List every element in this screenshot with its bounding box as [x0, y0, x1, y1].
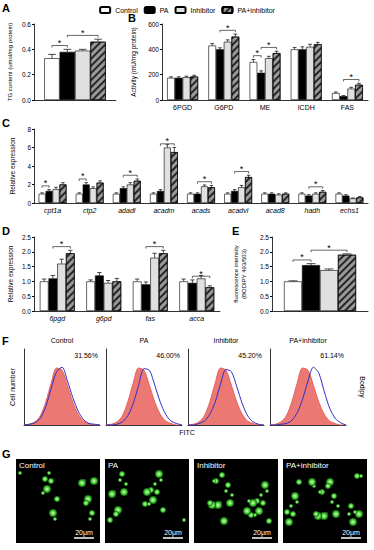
svg-text:0.0: 0.0: [22, 97, 31, 104]
svg-text:*: *: [81, 171, 85, 181]
svg-text:FAS: FAS: [341, 104, 355, 111]
svg-text:*: *: [300, 252, 304, 262]
svg-text:*: *: [166, 136, 170, 146]
svg-text:*: *: [44, 178, 48, 188]
svg-text:*: *: [199, 269, 203, 279]
svg-text:PA: PA: [140, 337, 149, 344]
svg-text:400: 400: [148, 46, 159, 53]
svg-text:acads: acads: [192, 207, 211, 214]
svg-text:*: *: [226, 23, 230, 33]
svg-text:PA+inhibitor: PA+inhibitor: [237, 7, 275, 14]
svg-text:echs1: echs1: [340, 207, 359, 214]
svg-text:6pgd: 6pgd: [49, 315, 66, 323]
svg-text:fas: fas: [146, 315, 156, 322]
svg-text:0.6: 0.6: [22, 21, 31, 28]
svg-text:20μm: 20μm: [253, 529, 271, 537]
svg-text:*: *: [350, 72, 354, 82]
svg-text:acadvl: acadvl: [228, 207, 249, 214]
svg-text:8: 8: [27, 126, 31, 133]
svg-text:2.0: 2.0: [22, 248, 31, 255]
svg-text:D: D: [2, 225, 10, 237]
svg-text:0.0: 0.0: [260, 308, 269, 315]
svg-text:fluorescence intensity: fluorescence intensity: [233, 245, 239, 303]
svg-text:1.5: 1.5: [260, 263, 269, 270]
svg-text:TG content (umol/mg protein): TG content (umol/mg protein): [7, 23, 13, 101]
svg-text:adadl: adadl: [118, 207, 136, 214]
svg-text:*: *: [128, 168, 132, 178]
svg-text:Cell number: Cell number: [9, 367, 16, 405]
svg-text:G: G: [2, 448, 11, 460]
svg-text:*: *: [203, 174, 207, 184]
svg-text:acadm: acadm: [153, 207, 174, 214]
svg-text:2.5: 2.5: [22, 234, 31, 241]
svg-text:Control: Control: [19, 461, 45, 470]
svg-text:PA: PA: [160, 7, 169, 14]
svg-text:20μm: 20μm: [75, 529, 93, 537]
svg-text:ctp2: ctp2: [83, 207, 96, 215]
svg-text:*: *: [267, 40, 271, 50]
svg-text:6PGD: 6PGD: [173, 104, 192, 111]
svg-text:1.0: 1.0: [22, 278, 31, 285]
svg-text:FITC: FITC: [179, 429, 195, 436]
svg-text:1.5: 1.5: [22, 263, 31, 270]
svg-text:Bodipy: Bodipy: [358, 376, 366, 398]
svg-text:31.56%: 31.56%: [74, 352, 98, 359]
svg-text:0.5: 0.5: [22, 293, 31, 300]
svg-text:F: F: [2, 335, 9, 347]
svg-text:*: *: [256, 48, 260, 58]
svg-text:PA: PA: [108, 461, 119, 470]
svg-text:ICDH: ICDH: [298, 104, 315, 111]
svg-text:*: *: [81, 28, 85, 38]
svg-text:PA+inhibitor: PA+inhibitor: [286, 461, 329, 470]
svg-text:E: E: [232, 225, 239, 237]
svg-text:*: *: [58, 38, 62, 48]
svg-text:g6pd: g6pd: [96, 315, 113, 323]
svg-text:61.14%: 61.14%: [320, 352, 344, 359]
svg-text:Control: Control: [115, 7, 138, 14]
svg-text:0: 0: [155, 97, 159, 104]
svg-text:Activity (mU/mg protein): Activity (mU/mg protein): [130, 27, 138, 96]
svg-text:2: 2: [27, 181, 31, 188]
svg-text:0: 0: [27, 200, 31, 207]
svg-text:Inhibitor: Inhibitor: [197, 461, 226, 470]
svg-text:cpt1a: cpt1a: [44, 207, 61, 215]
svg-text:4: 4: [27, 163, 31, 170]
svg-text:45.20%: 45.20%: [238, 352, 262, 359]
svg-text:2.5: 2.5: [260, 234, 269, 241]
svg-text:2.0: 2.0: [260, 248, 269, 255]
svg-text:Inhibitor: Inhibitor: [191, 7, 217, 14]
svg-text:*: *: [60, 239, 64, 249]
svg-text:C: C: [2, 117, 10, 129]
svg-text:*: *: [327, 243, 331, 253]
svg-text:ME: ME: [260, 104, 271, 111]
svg-text:*: *: [314, 179, 318, 189]
svg-text:0.5: 0.5: [260, 293, 269, 300]
svg-text:B: B: [128, 11, 136, 24]
svg-text:46.00%: 46.00%: [156, 352, 180, 359]
svg-text:hadh: hadh: [305, 207, 321, 214]
svg-text:6: 6: [27, 144, 31, 151]
svg-text:acad8: acad8: [266, 207, 285, 214]
svg-text:1.0: 1.0: [260, 278, 269, 285]
svg-text:200: 200: [148, 71, 159, 78]
svg-text:G6PD: G6PD: [214, 104, 233, 111]
svg-text:PA+inhibitor: PA+inhibitor: [289, 337, 327, 344]
svg-text:0.4: 0.4: [22, 46, 31, 53]
svg-text:600: 600: [148, 21, 159, 28]
svg-text:acca: acca: [189, 315, 204, 322]
svg-text:0.0: 0.0: [22, 308, 31, 315]
svg-text:A: A: [2, 2, 10, 14]
svg-text:Inhibitor: Inhibitor: [214, 337, 240, 344]
svg-text:Relative expression: Relative expression: [7, 245, 15, 302]
svg-text:*: *: [153, 239, 157, 249]
svg-text:20μm: 20μm: [164, 529, 182, 537]
svg-text:20μm: 20μm: [342, 529, 360, 537]
svg-text:0.2: 0.2: [22, 71, 31, 78]
svg-text:(BODIPY 493/503): (BODIPY 493/503): [241, 249, 247, 299]
svg-text:Relative expression: Relative expression: [9, 137, 17, 194]
svg-text:*: *: [240, 164, 244, 174]
svg-text:Control: Control: [51, 337, 74, 344]
